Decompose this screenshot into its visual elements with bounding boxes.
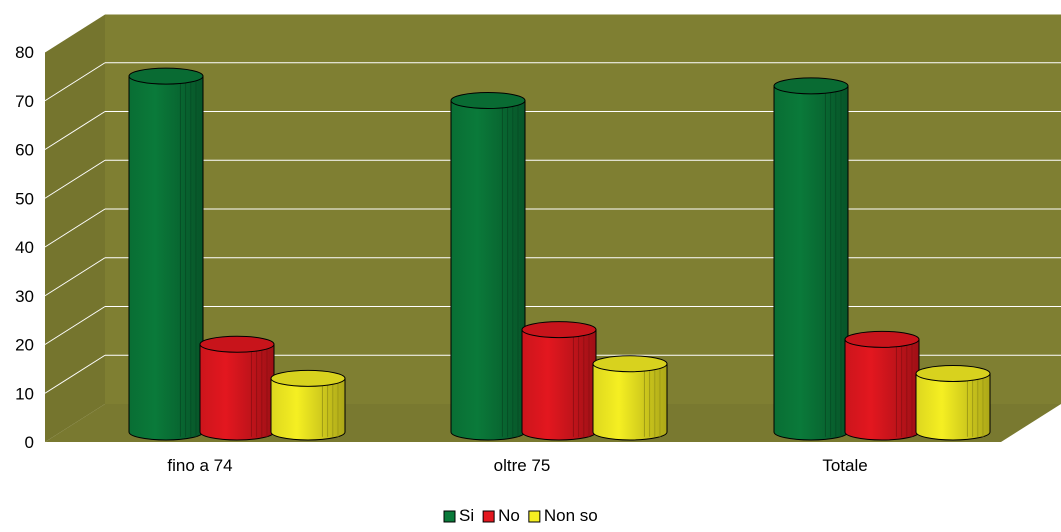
- bar-top: [128, 67, 204, 85]
- bar-body: [270, 377, 346, 441]
- bar-top: [270, 369, 346, 387]
- legend-label: Non so: [544, 506, 598, 525]
- x-category-label: fino a 74: [167, 456, 232, 475]
- legend-item: Si: [443, 506, 474, 525]
- y-tick-label: 80: [15, 43, 34, 62]
- bar: [592, 355, 668, 441]
- gridline-side: [44, 306, 106, 345]
- bar-top: [773, 77, 849, 95]
- bar-top: [844, 330, 920, 348]
- bar: [844, 330, 920, 441]
- bar-body: [521, 329, 597, 441]
- bar-top: [450, 92, 526, 109]
- y-tick-label: 0: [25, 433, 34, 452]
- bar: [915, 365, 991, 441]
- bar-top: [521, 321, 597, 339]
- bar-body: [915, 373, 991, 441]
- gridline-side: [44, 159, 106, 199]
- bar: [450, 92, 526, 441]
- y-tick-label: 40: [15, 238, 34, 257]
- bar-body: [844, 338, 920, 441]
- bar-body: [450, 100, 526, 441]
- y-tick-label: 60: [15, 141, 34, 160]
- bar: [773, 77, 849, 441]
- gridline-side: [44, 13, 106, 53]
- bar-top: [199, 335, 275, 353]
- legend-swatch: [482, 510, 495, 523]
- bar-top: [915, 365, 991, 382]
- gridline-side: [44, 354, 106, 394]
- x-category-label: oltre 75: [494, 456, 551, 475]
- legend-swatch: [443, 510, 456, 523]
- y-tick-label: 10: [15, 384, 34, 403]
- y-tick-label: 70: [15, 92, 34, 111]
- y-tick-label: 30: [15, 287, 34, 306]
- y-axis-ticks: 0 10 20 30 40 50 60 70 80: [15, 43, 34, 452]
- bar-body: [199, 343, 275, 441]
- gridline-side: [44, 208, 106, 248]
- bar: [270, 369, 346, 441]
- y-tick-label: 20: [15, 336, 34, 355]
- bar: [521, 321, 597, 441]
- bar-top: [592, 355, 668, 373]
- legend-swatch: [528, 510, 541, 523]
- bar-body: [592, 363, 668, 441]
- legend-item: No: [482, 506, 520, 525]
- bar-body: [128, 75, 204, 441]
- y-tick-label: 50: [15, 189, 34, 208]
- legend-label: No: [498, 506, 520, 525]
- gridline-side: [44, 62, 106, 102]
- bar-body: [773, 85, 849, 441]
- bar: [128, 67, 204, 441]
- legend-label: Si: [459, 506, 474, 525]
- x-axis-categories: fino a 74 oltre 75 Totale: [167, 456, 867, 475]
- legend: Si No Non so: [443, 506, 598, 525]
- gridline-side: [44, 111, 106, 150]
- legend-item: Non so: [528, 506, 598, 525]
- gridline-side: [44, 257, 106, 297]
- x-category-label: Totale: [822, 456, 867, 475]
- bars: [128, 67, 991, 441]
- bar: [199, 335, 275, 441]
- gridlines: [44, 13, 1061, 394]
